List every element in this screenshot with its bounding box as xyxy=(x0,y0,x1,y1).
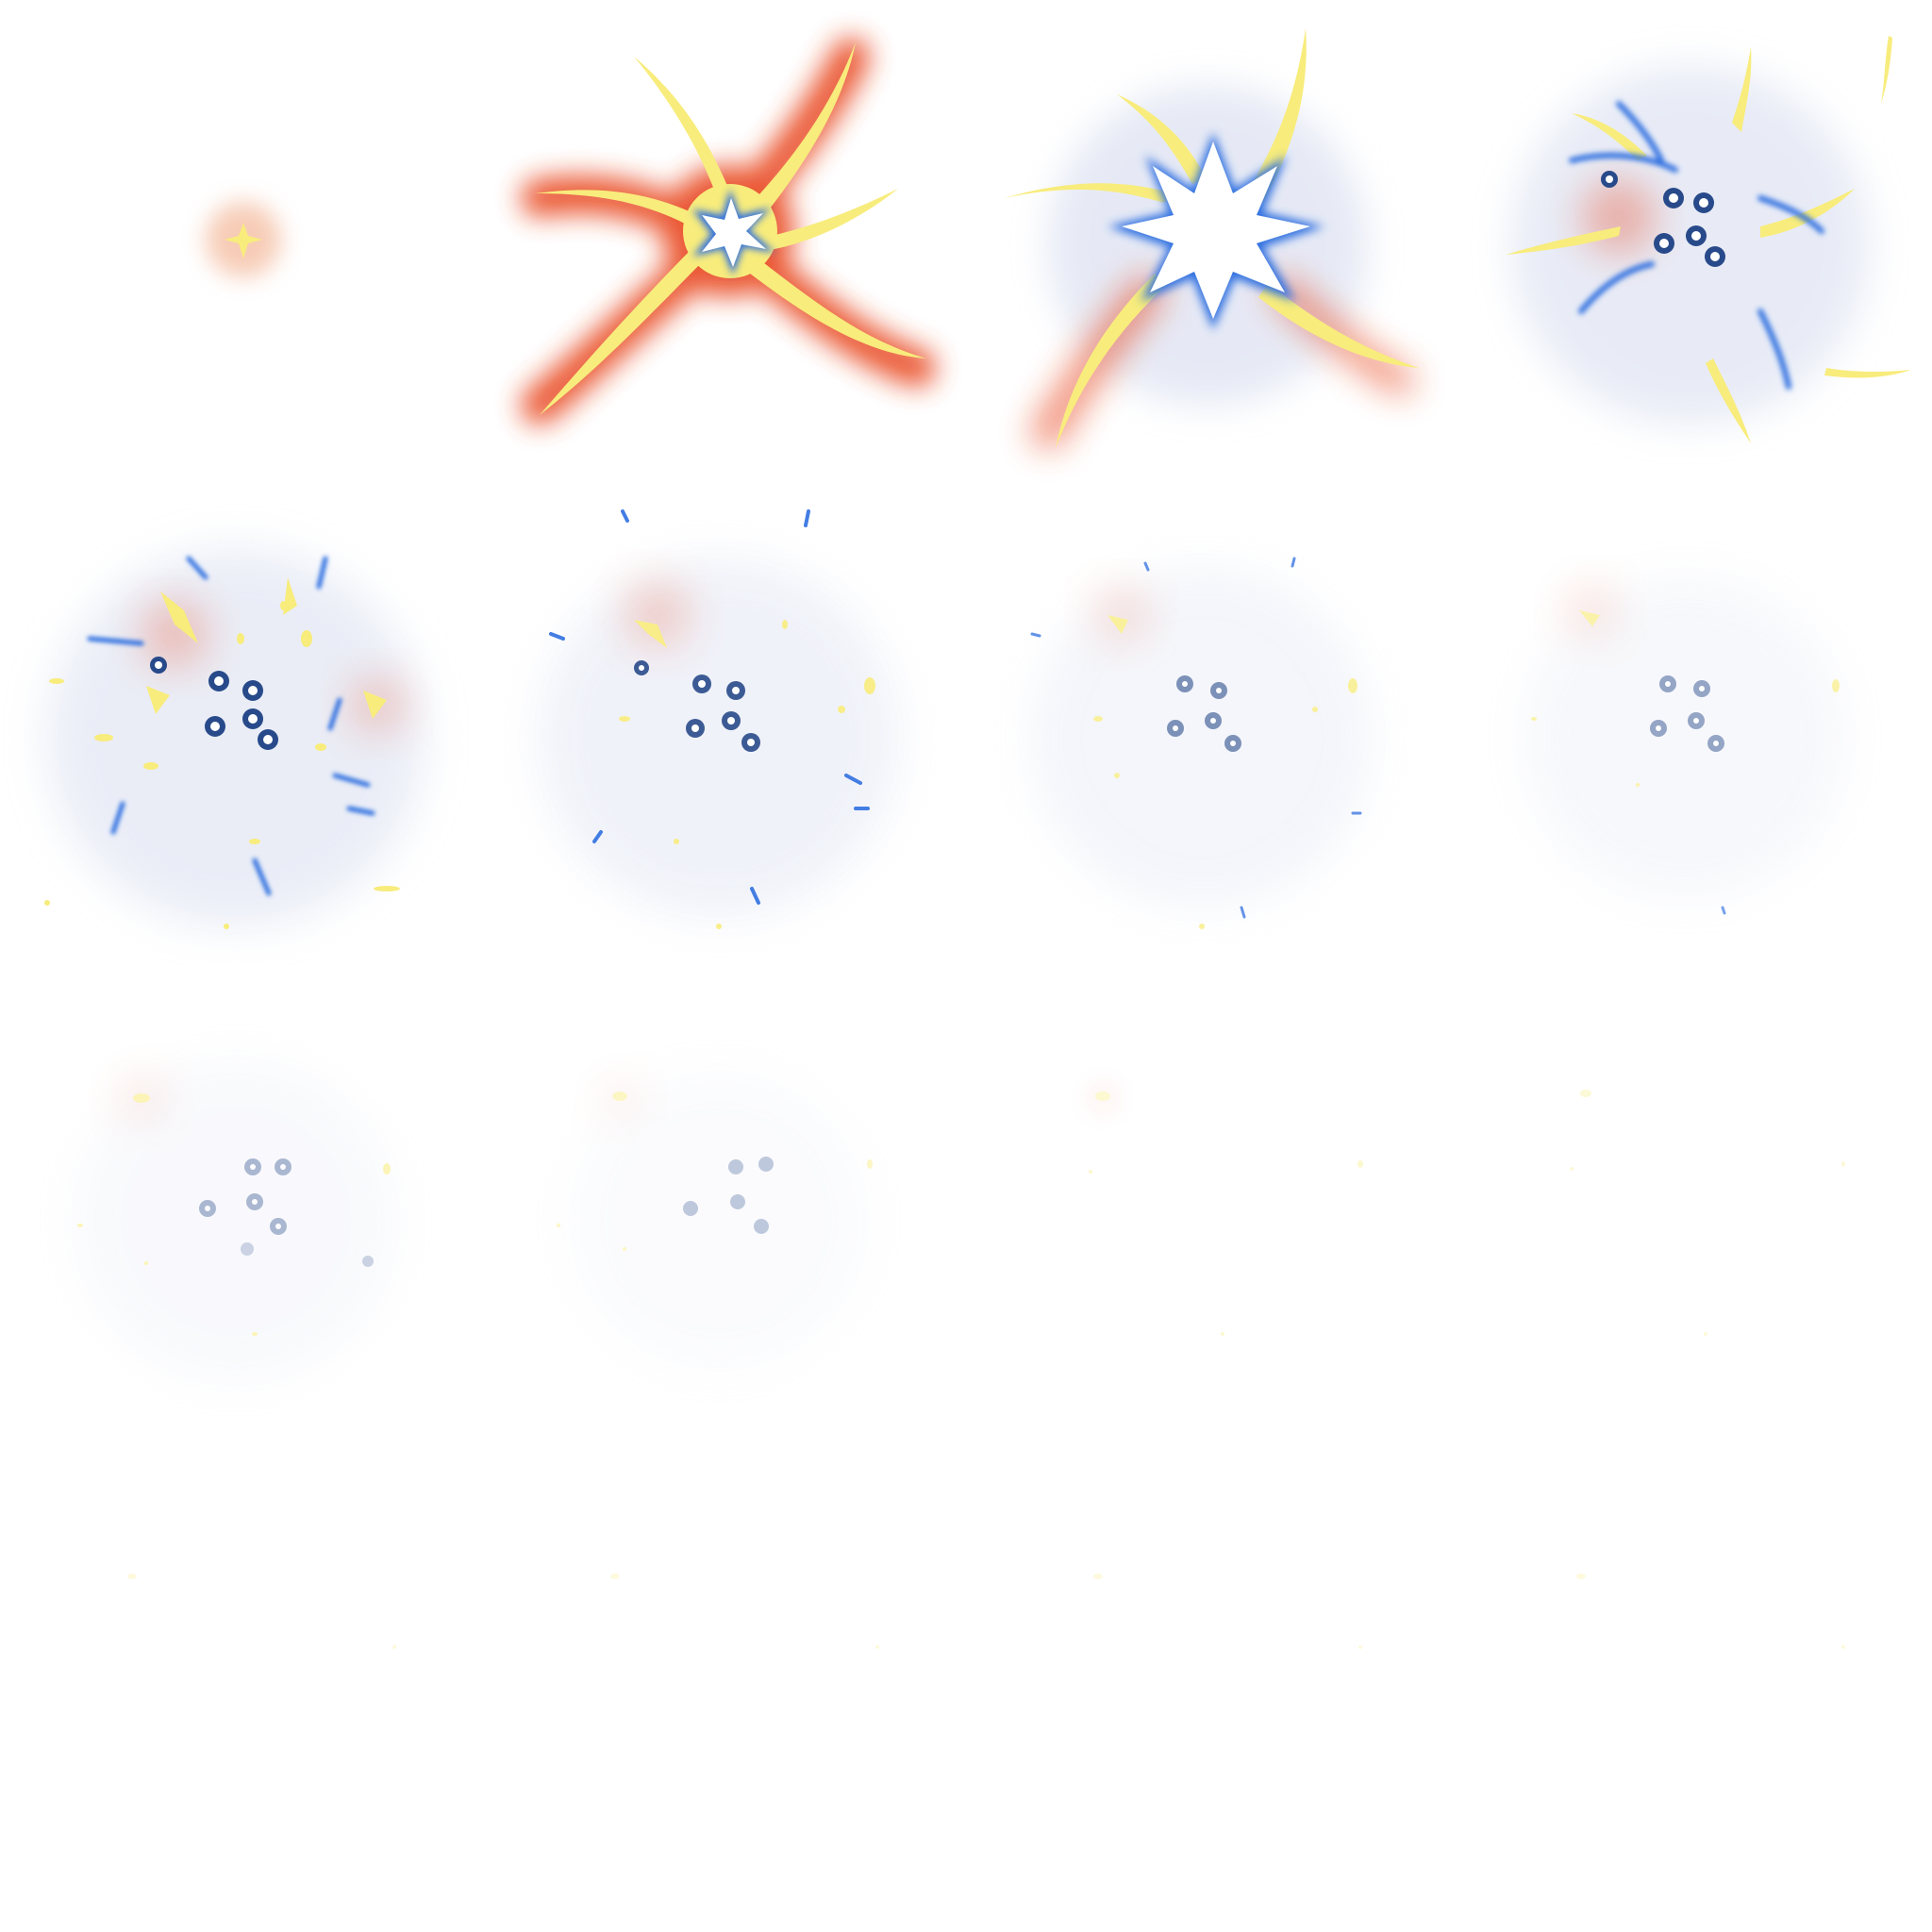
fade-3-sprite xyxy=(1524,577,1845,915)
peak-sprite xyxy=(1004,28,1419,451)
embers-2-sprite xyxy=(1570,1090,1845,1336)
frame-spark xyxy=(0,0,483,483)
scatter-blue-slivers xyxy=(87,556,375,896)
fade-4-sprite xyxy=(75,1060,396,1381)
fade-2-blue-slivers xyxy=(1030,557,1362,919)
frame-embers-2 xyxy=(1449,966,1932,1449)
embers-6-dots xyxy=(1576,1574,1845,1649)
frame-fade-4 xyxy=(0,966,483,1449)
scatter-orbs xyxy=(150,657,278,750)
fade-1-orbs xyxy=(634,660,760,752)
frame-embers-4 xyxy=(483,1449,966,1932)
fade-1-blue-slivers xyxy=(549,509,870,905)
burst-white-core xyxy=(702,198,766,267)
frame-peak xyxy=(966,0,1449,483)
fade-2-orbs xyxy=(1167,675,1241,752)
spark-star xyxy=(225,223,262,258)
scatter-yellow-fragments xyxy=(44,577,400,929)
frame-fade-3 xyxy=(1449,483,1932,966)
disperse-orbs xyxy=(1601,171,1725,267)
frame-embers-5 xyxy=(966,1449,1449,1932)
embers-4-sprite xyxy=(610,1574,879,1649)
fade-5-yellow-fragments xyxy=(557,1091,873,1251)
fade-1-yellow-fragments xyxy=(619,620,875,929)
frame-fade-2 xyxy=(966,483,1449,966)
embers-1-sprite xyxy=(1084,1079,1363,1336)
burst-sprite xyxy=(521,38,936,425)
peak-white-core xyxy=(1122,142,1310,319)
burst-yellow-streaks xyxy=(535,42,926,415)
fade-3-yellow-fragments xyxy=(1531,610,1840,787)
fade-1-sprite xyxy=(540,509,898,929)
embers-5-sprite xyxy=(1093,1574,1362,1649)
embers-3-sprite xyxy=(127,1574,396,1649)
fade-5-sprite xyxy=(557,1070,873,1372)
frame-burst xyxy=(483,0,966,483)
fade-2-yellow-fragments xyxy=(1093,615,1357,929)
frame-scatter xyxy=(0,483,483,966)
embers-1-dots xyxy=(1089,1091,1363,1336)
embers-3-dots xyxy=(127,1574,396,1649)
frame-embers-1 xyxy=(966,966,1449,1449)
fade-3-orbs xyxy=(1650,675,1724,752)
frame-fade-5 xyxy=(483,966,966,1449)
embers-4-dots xyxy=(610,1574,879,1649)
frame-fade-1 xyxy=(483,483,966,966)
disperse-blue-arcs xyxy=(1569,101,1824,390)
fade-4-yellow-fragments xyxy=(77,1093,391,1336)
spark-sprite xyxy=(206,202,281,277)
fade-4-orbs xyxy=(199,1158,374,1267)
fade-3-blue-slivers xyxy=(1721,906,1726,915)
disperse-yellow-streaks xyxy=(1506,36,1911,443)
embers-6-sprite xyxy=(1576,1574,1845,1649)
fade-2-sprite xyxy=(1030,557,1372,929)
frame-embers-3 xyxy=(0,1449,483,1932)
scatter-sprite xyxy=(44,549,425,929)
embers-5-dots xyxy=(1093,1574,1362,1649)
disperse-sprite xyxy=(1506,36,1911,443)
frame-embers-6 xyxy=(1449,1449,1932,1932)
fade-5-orbs xyxy=(683,1157,774,1234)
frame-disperse xyxy=(1449,0,1932,483)
embers-2-dots xyxy=(1570,1090,1845,1336)
